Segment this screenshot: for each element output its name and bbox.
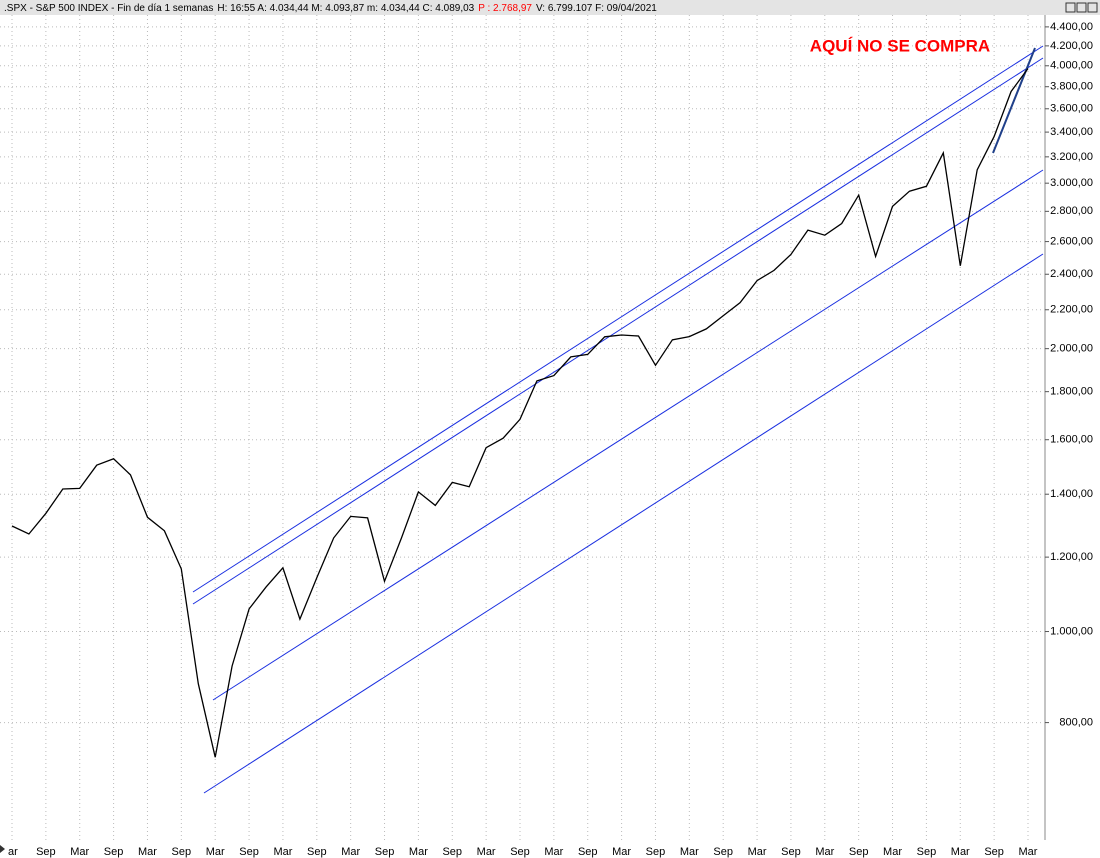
y-tick-label: 4.400,00 — [1050, 21, 1093, 33]
x-tick-label: Mar — [883, 846, 902, 858]
y-tick-label: 800,00 — [1059, 717, 1093, 729]
info-tail: V: 6.799.107 F: 09/04/2021 — [536, 3, 657, 14]
x-tick-label: Sep — [172, 846, 192, 858]
chart-title: .SPX - S&P 500 INDEX - Fin de día 1 sema… — [4, 3, 213, 14]
y-tick-label: 1.600,00 — [1050, 434, 1093, 446]
y-tick-label: 3.000,00 — [1050, 177, 1093, 189]
x-tick-label: Sep — [510, 846, 530, 858]
x-tick-label: Mar — [341, 846, 360, 858]
scroll-arrow[interactable] — [0, 845, 5, 853]
y-tick-label: 1.800,00 — [1050, 386, 1093, 398]
short-trend-line — [992, 47, 1036, 154]
x-tick-label: Mar — [612, 846, 631, 858]
x-tick-label: Sep — [104, 846, 124, 858]
maximize-button[interactable] — [1076, 2, 1087, 13]
x-tick-label: Sep — [239, 846, 259, 858]
x-tick-label: Sep — [578, 846, 598, 858]
y-tick-label: 2.000,00 — [1050, 343, 1093, 355]
info-highlight: P : 2.768,97 — [478, 3, 532, 14]
info: H: 16:55 A: 4.034,44 M: 4.093,87 m: 4.03… — [217, 3, 474, 14]
x-tick-label: Mar — [815, 846, 834, 858]
x-tick-label: Mar — [544, 846, 563, 858]
x-tick-label: Mar — [273, 846, 292, 858]
y-tick-label: 2.600,00 — [1050, 235, 1093, 247]
y-tick-label: 2.800,00 — [1050, 205, 1093, 217]
x-tick-label: Mar — [951, 846, 970, 858]
y-tick-label: 3.400,00 — [1050, 126, 1093, 138]
annotation: AQUÍ NO SE COMPRA — [810, 36, 990, 55]
price-line — [11, 68, 1029, 758]
trend-line — [203, 253, 1044, 794]
trend-line — [192, 57, 1044, 605]
y-tick-label: 3.600,00 — [1050, 103, 1093, 115]
y-tick-label: 4.000,00 — [1050, 60, 1093, 72]
x-tick-label: Sep — [781, 846, 801, 858]
trend-line — [192, 45, 1044, 593]
x-tick-label: Mar — [138, 846, 157, 858]
title-bar — [0, 0, 1100, 15]
x-tick-label: Sep — [713, 846, 733, 858]
x-tick-label: Sep — [36, 846, 56, 858]
x-tick-label: Sep — [307, 846, 327, 858]
x-tick-label: Mar — [70, 846, 89, 858]
close-button[interactable] — [1087, 2, 1098, 13]
x-tick-label: Sep — [442, 846, 462, 858]
x-tick-label: Mar — [477, 846, 496, 858]
y-tick-label: 1.200,00 — [1050, 551, 1093, 563]
trend-line — [212, 169, 1044, 701]
y-tick-label: 4.200,00 — [1050, 40, 1093, 52]
y-tick-label: 3.800,00 — [1050, 81, 1093, 93]
y-tick-label: 2.200,00 — [1050, 304, 1093, 316]
x-tick-label: Sep — [917, 846, 937, 858]
window-buttons[interactable] — [1065, 2, 1098, 13]
x-tick-label: Sep — [646, 846, 666, 858]
x-tick-label: Mar — [206, 846, 225, 858]
minimize-button[interactable] — [1065, 2, 1076, 13]
x-tick-label: Mar — [748, 846, 767, 858]
x-tick-label: Mar — [680, 846, 699, 858]
x-tick-label: ar — [8, 846, 18, 858]
x-tick-label: Mar — [1019, 846, 1038, 858]
y-tick-label: 2.400,00 — [1050, 268, 1093, 280]
title-line: .SPX - S&P 500 INDEX - Fin de día 1 sema… — [4, 3, 657, 14]
x-tick-label: Mar — [409, 846, 428, 858]
x-tick-label: Sep — [375, 846, 395, 858]
x-tick-label: Sep — [984, 846, 1004, 858]
x-tick-label: Sep — [849, 846, 869, 858]
y-tick-label: 3.200,00 — [1050, 151, 1093, 163]
y-tick-label: 1.000,00 — [1050, 625, 1093, 637]
y-tick-label: 1.400,00 — [1050, 488, 1093, 500]
